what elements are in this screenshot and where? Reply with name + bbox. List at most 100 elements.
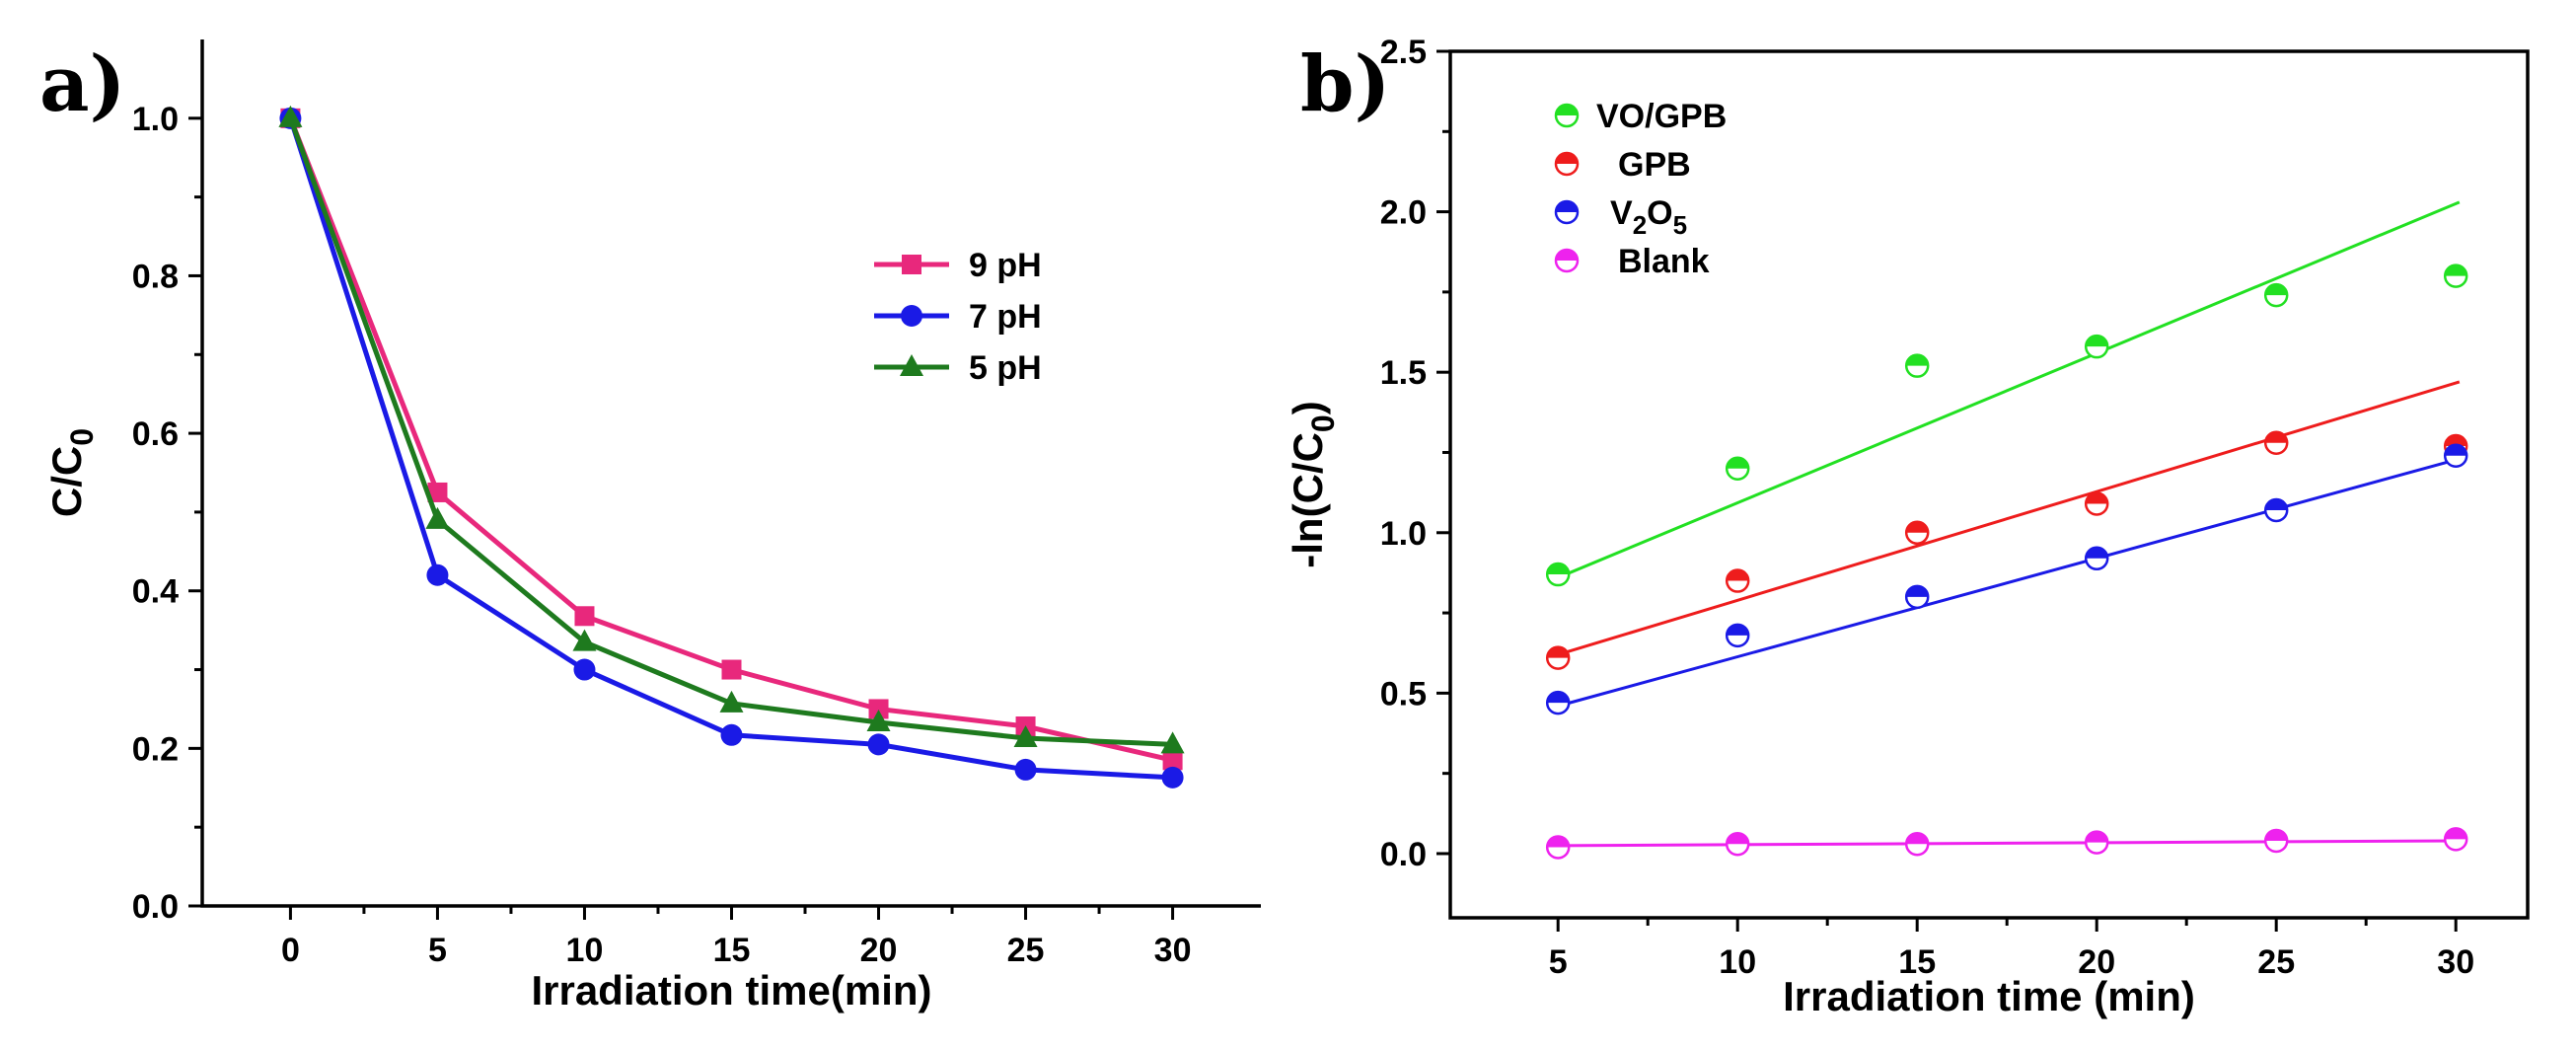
data-point (1014, 758, 1037, 781)
legend-marker (902, 255, 921, 274)
x-tick-label-b: 20 (2078, 943, 2115, 981)
data-point (1904, 353, 1930, 378)
data-point (1162, 750, 1183, 771)
marker-fill (1556, 250, 1578, 261)
data-point (425, 506, 450, 529)
x-tick-label-b: 25 (2257, 943, 2295, 981)
y-tick-label-b: 0.5 (1380, 675, 1427, 713)
y-tick-label-a: 0.6 (132, 415, 179, 453)
y-tick-label-b: 2.5 (1380, 34, 1427, 71)
data-point (2263, 497, 2289, 523)
x-tick-label-a: 25 (1007, 932, 1045, 969)
y-tick-label-b: 0.0 (1380, 836, 1427, 873)
marker-fill (2265, 829, 2288, 841)
x-axis-title-a: Irradiation time(min) (531, 967, 931, 1014)
marker-fill (2445, 444, 2467, 456)
legend-a: 9 pH 7 pH 5 pH (874, 247, 1042, 387)
y-tick-label-a: 0.4 (132, 573, 179, 611)
data-point (2084, 491, 2109, 516)
data-point (866, 710, 891, 732)
data-point (1904, 520, 1930, 546)
data-point (1545, 690, 1571, 715)
panel-b: b) 0.0 0.5 1.0 1.5 2.0 2.5 5 10 15 20 25 30 Irradiati… (1285, 34, 2530, 1019)
data-point (721, 659, 742, 680)
marker-fill (1547, 836, 1570, 848)
data-point (1013, 724, 1038, 747)
data-point (426, 564, 449, 586)
data-point (720, 723, 743, 746)
data-point (1725, 456, 1750, 481)
y-tick-label-a: 0.0 (132, 888, 179, 926)
series-9-ph (280, 108, 1183, 771)
data-point (2084, 830, 2109, 855)
data-point (2263, 282, 2289, 308)
data-point (427, 482, 448, 502)
legend-label: 7 pH (969, 298, 1042, 336)
fit-line (1557, 200, 2461, 579)
series-gpb (1545, 380, 2468, 670)
data-point (1161, 766, 1184, 789)
data-point (2263, 430, 2289, 455)
marker-fill (1727, 569, 1749, 581)
y-tick-label-b: 2.0 (1380, 194, 1427, 232)
series-vo-gpb (1545, 200, 2468, 587)
axis-frame-b (1448, 49, 2530, 920)
data-point (719, 690, 744, 713)
legend-marker (1554, 199, 1580, 225)
data-point (2084, 334, 2109, 359)
y-tick-label-a: 0.2 (132, 730, 179, 768)
data-point (1545, 645, 1571, 670)
marker-fill (2445, 264, 2467, 276)
x-tick-label-a: 10 (566, 932, 604, 969)
fit-line (1557, 380, 2461, 656)
data-point (2443, 443, 2468, 468)
marker-fill (1556, 105, 1578, 115)
legend-marker (901, 305, 922, 327)
y-tick-label-a: 0.8 (132, 258, 179, 295)
marker-fill (2265, 284, 2288, 296)
legend-marker (1554, 103, 1580, 128)
x-tick-label-a: 0 (281, 932, 300, 969)
marker-fill (2086, 547, 2108, 559)
legend-label: GPB (1618, 146, 1691, 184)
marker-fill (1906, 354, 1929, 366)
data-point (1545, 562, 1571, 587)
fit-line (1558, 839, 2460, 848)
y-tick-label-b: 1.5 (1380, 354, 1427, 392)
data-point (1904, 831, 1930, 857)
data-point (1545, 835, 1571, 860)
legend-label: VO/GPB (1596, 98, 1727, 135)
marker-fill (2086, 492, 2108, 504)
panel-a: a) 0.0 0.2 0.4 0.6 0.8 1.0 0 5 10 15 20 25 30 Irradiat… (39, 39, 1261, 1014)
x-tick-label-a: 30 (1154, 932, 1192, 969)
marker-fill (2086, 336, 2108, 347)
data-point (574, 606, 595, 627)
data-point (573, 658, 596, 681)
marker-fill (1556, 153, 1578, 164)
marker-fill (1906, 833, 1929, 845)
marker-fill (2445, 828, 2467, 840)
data-point (2263, 828, 2289, 854)
marker-fill (2445, 434, 2467, 446)
data-point (1725, 831, 1750, 857)
data-point (2443, 263, 2468, 288)
legend-marker (1554, 248, 1580, 273)
marker-fill (1727, 457, 1749, 469)
x-tick-label-a: 20 (860, 932, 898, 969)
marker-fill (1727, 624, 1749, 636)
series-blank (1545, 827, 2468, 860)
series-line (288, 116, 1173, 747)
fit-line (1557, 457, 2461, 708)
marker-fill (1906, 521, 1929, 533)
marker-fill (1547, 564, 1570, 575)
marker-fill (2265, 431, 2288, 443)
legend-marker (1554, 151, 1580, 177)
legend-label: 5 pH (969, 349, 1042, 387)
y-axis-title-b: -ln(C/C0) (1285, 401, 1341, 567)
data-point (572, 629, 597, 651)
marker-fill (1547, 692, 1570, 704)
data-point (2443, 827, 2468, 852)
